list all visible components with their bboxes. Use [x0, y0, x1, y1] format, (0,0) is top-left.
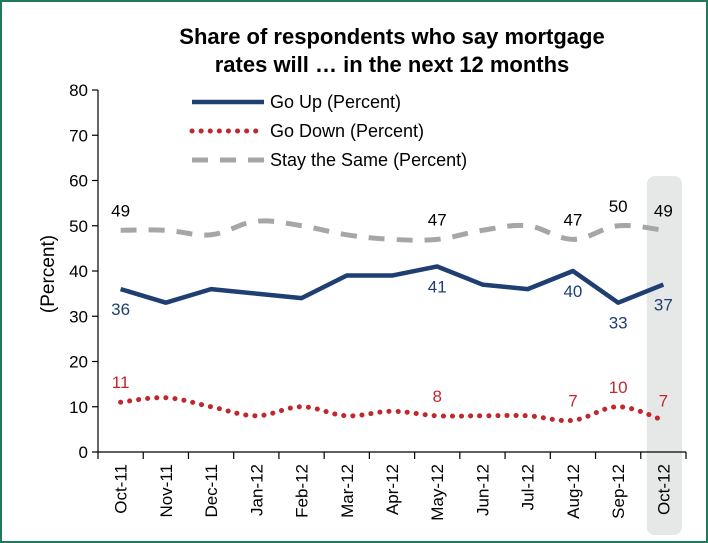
- data-label: 33: [609, 314, 628, 333]
- data-label: 7: [568, 391, 577, 410]
- y-axis-title: (Percent): [38, 235, 59, 313]
- x-tick-label: Sep-12: [609, 464, 628, 519]
- x-tick-label: Feb-12: [293, 464, 312, 518]
- chart-title-line1: Share of respondents who say mortgage: [179, 24, 604, 49]
- x-tick-label: Aug-12: [564, 464, 583, 519]
- data-label: 50: [609, 197, 628, 216]
- series-line-3: [120, 218, 664, 243]
- data-label: 49: [654, 201, 673, 220]
- x-tick-label: Dec-11: [202, 464, 221, 518]
- x-tick-label: May-12: [428, 464, 447, 521]
- highlight-band-oct-12: [646, 176, 682, 535]
- data-label: 49: [111, 201, 130, 220]
- data-label: 37: [654, 296, 673, 315]
- y-tick-label: 40: [69, 262, 88, 281]
- x-tick-label: Oct-12: [654, 464, 673, 515]
- axes: 0 10 20 30 40 50 60 70 80 Oct-11 Nov-11 Dec-11 Jan-1…: [69, 81, 687, 521]
- legend-label-1: Go Up (Percent): [270, 92, 401, 112]
- data-label: 36: [111, 300, 130, 319]
- x-tick-label: Oct-11: [112, 464, 131, 514]
- x-tick-label: Apr-12: [383, 464, 402, 515]
- data-label: 10: [609, 378, 628, 397]
- data-label: 7: [659, 391, 668, 410]
- y-tick-label: 50: [69, 217, 88, 236]
- y-tick-label: 60: [69, 172, 88, 191]
- data-label: 47: [428, 210, 447, 229]
- series-line-2: [118, 395, 666, 424]
- y-tick-label: 70: [69, 126, 88, 145]
- x-tick-label: Jul-12: [519, 464, 538, 510]
- data-label: 41: [428, 277, 447, 296]
- data-label: 40: [563, 282, 582, 301]
- y-tick-label: 0: [79, 443, 88, 462]
- x-tick-label: Jan-12: [247, 464, 266, 516]
- x-tick-label: Jun-12: [473, 464, 492, 516]
- x-tick-label: Mar-12: [338, 464, 357, 518]
- legend-label-3: Stay the Same (Percent): [270, 150, 467, 170]
- data-label: 8: [432, 387, 441, 406]
- data-label: 47: [563, 210, 582, 229]
- x-tick-label: Nov-11: [157, 464, 176, 518]
- y-tick-label: 30: [69, 307, 88, 326]
- series-layer: [118, 218, 666, 424]
- legend-label-2: Go Down (Percent): [270, 121, 424, 141]
- y-tick-label: 80: [69, 81, 88, 100]
- series-line-1: [119, 264, 665, 305]
- data-labels-layer: 36 41 40 33 37 11 8 7 10 7 49 47 47 50 49: [111, 197, 673, 411]
- chart-title-line2: rates will … in the next 12 months: [215, 52, 570, 77]
- y-tick-label: 10: [69, 398, 88, 417]
- data-label: 11: [112, 373, 130, 392]
- legend: Go Up (Percent) Go Down (Percent) Stay the…: [189, 92, 467, 170]
- y-tick-label: 20: [69, 353, 88, 372]
